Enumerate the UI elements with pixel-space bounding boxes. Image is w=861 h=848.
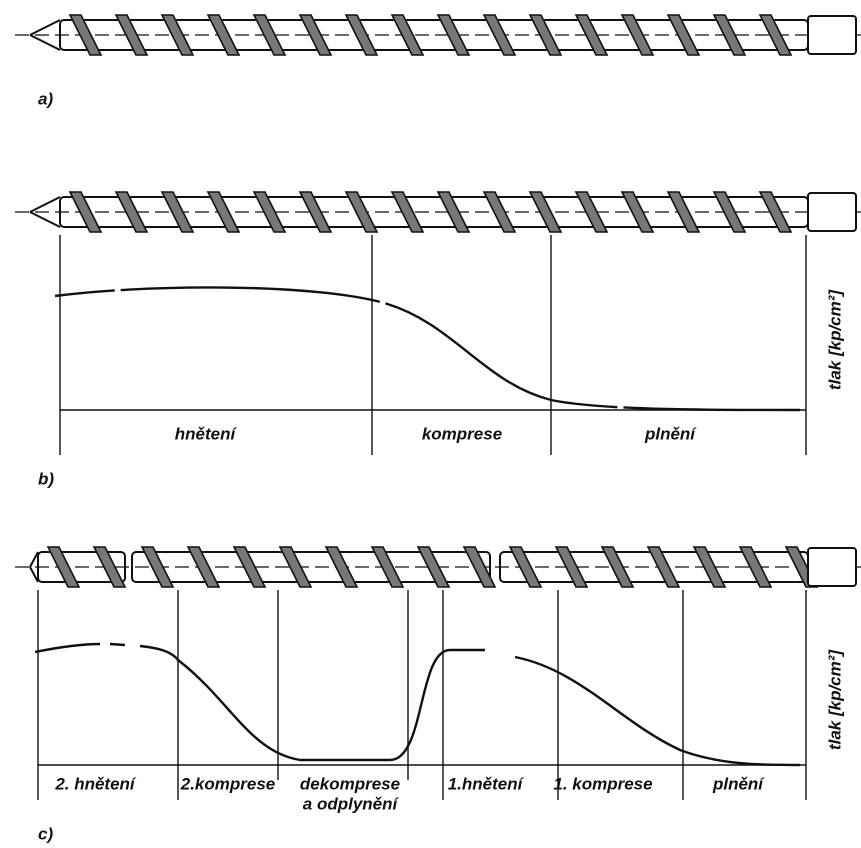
screw-part [758,191,793,233]
screw-part [29,196,61,228]
zone-label: dekomprese [300,774,400,793]
zone-lines [59,235,807,455]
screw-part [712,191,747,233]
screw-part [508,546,543,588]
screw-part [344,14,379,56]
screw-part [298,191,333,233]
zone-label: 2.komprese [180,774,276,793]
screw-part [807,547,857,587]
screw-part [436,14,471,56]
figure-label: b) [38,469,54,488]
screw-part [29,19,61,51]
screw-part [712,14,747,56]
screw-part [482,191,517,233]
screws [15,14,861,588]
screw-part [324,546,359,588]
screw-part [528,14,563,56]
screw-part [68,191,103,233]
pressure-curve [34,642,801,767]
screw-part [278,546,313,588]
screw-part [646,546,681,588]
screw-part [252,14,287,56]
zone-label: plnění [644,424,697,443]
screw-part [140,546,175,588]
screw-part [232,546,267,588]
pressure-curve [54,286,801,412]
screw-part [574,14,609,56]
screw-part [574,191,609,233]
screw-part [114,191,149,233]
screw-part [29,551,39,583]
screw-part [620,191,655,233]
screw-part [436,191,471,233]
screw-part [666,191,701,233]
screw-part [554,546,589,588]
figure-label: c) [38,824,53,843]
zone-lines [37,590,807,800]
screw-part [692,546,727,588]
screw-part [390,14,425,56]
zone-label: hnětení [175,424,238,443]
screw-part [186,546,221,588]
screw-part [528,191,563,233]
zone-label: komprese [422,424,502,443]
screw-part [160,191,195,233]
screw-part [114,14,149,56]
zone-label: plnění [712,774,765,793]
zone-label: 1. komprese [553,774,652,793]
zone-label: 2. hnětení [54,774,137,793]
screw-part [370,546,405,588]
screw-part [298,14,333,56]
screw-part [344,191,379,233]
screw-part [252,191,287,233]
zone-label: a odplynění [303,794,400,813]
screw-part [620,14,655,56]
screw-part [600,546,635,588]
screw-part [206,191,241,233]
screw-part [92,546,127,588]
screw-part [807,15,857,55]
screw-part [206,14,241,56]
screw-part [390,191,425,233]
screw-part [482,14,517,56]
screw-part [131,551,491,583]
screw-part [416,546,451,588]
screw-part [46,546,81,588]
screw-part [738,546,773,588]
screw-part [160,14,195,56]
screw-part [666,14,701,56]
screw-part [68,14,103,56]
screw-part [807,192,857,232]
axis-label: tlak [kp/cm²] [825,649,844,750]
figure-label: a) [38,89,53,108]
axis-label: tlak [kp/cm²] [825,289,844,390]
screw-part [758,14,793,56]
zone-label: 1.hnětení [448,774,525,793]
screw-part [462,546,497,588]
screw-part [37,551,126,583]
